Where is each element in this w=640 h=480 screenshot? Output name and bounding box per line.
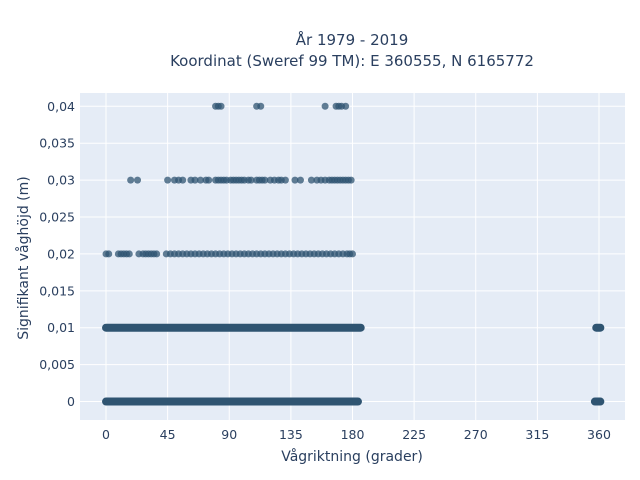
data-point xyxy=(134,176,142,184)
y-tick-label: 0,01 xyxy=(47,320,75,335)
x-tick-label: 0 xyxy=(102,427,110,442)
x-tick-label: 270 xyxy=(464,427,488,442)
data-point xyxy=(342,102,350,110)
data-point xyxy=(179,176,187,184)
y-tick-label: 0,04 xyxy=(47,99,75,114)
data-point xyxy=(125,250,133,258)
data-point xyxy=(191,176,199,184)
data-point xyxy=(205,176,213,184)
x-axis-title: Vågriktning (grader) xyxy=(281,448,423,465)
chart-title-line1: År 1979 - 2019 xyxy=(296,30,409,49)
data-point xyxy=(257,102,265,110)
y-tick-label: 0,03 xyxy=(47,173,75,188)
data-point xyxy=(321,102,329,110)
data-point xyxy=(347,176,355,184)
y-tick-label: 0,015 xyxy=(39,283,75,298)
data-point xyxy=(197,176,205,184)
x-tick-label: 180 xyxy=(341,427,365,442)
y-tick-label: 0,025 xyxy=(39,210,75,225)
y-tick-label: 0 xyxy=(67,394,75,409)
x-tick-label: 90 xyxy=(221,427,237,442)
x-axis-ticks: 0 45 90 135 180 225 270 315 360 xyxy=(102,427,611,442)
y-tick-label: 0,02 xyxy=(47,246,75,261)
data-point xyxy=(261,176,269,184)
x-tick-label: 360 xyxy=(587,427,611,442)
data-points xyxy=(102,102,605,406)
data-point xyxy=(281,176,289,184)
x-tick-label: 45 xyxy=(160,427,176,442)
data-point xyxy=(153,250,161,258)
data-point xyxy=(307,176,315,184)
x-tick-label: 225 xyxy=(402,427,426,442)
chart-title-line2: Koordinat (Sweref 99 TM): E 360555, N 61… xyxy=(170,52,534,70)
data-point xyxy=(127,176,135,184)
data-point xyxy=(349,250,356,258)
y-tick-label: 0,035 xyxy=(39,136,75,151)
x-tick-label: 135 xyxy=(279,427,303,442)
x-tick-label: 315 xyxy=(525,427,549,442)
data-point xyxy=(217,102,225,110)
y-axis-ticks: 0 0,005 0,01 0,015 0,02 0,025 0,03 0,035 0,04 xyxy=(39,99,75,409)
data-point xyxy=(164,176,172,184)
data-point xyxy=(296,176,304,184)
y-tick-label: 0,005 xyxy=(39,357,75,372)
data-point xyxy=(291,176,299,184)
data-point xyxy=(105,250,113,258)
y-axis-title: Signifikant våghöjd (m) xyxy=(15,176,32,339)
data-point xyxy=(247,176,255,184)
